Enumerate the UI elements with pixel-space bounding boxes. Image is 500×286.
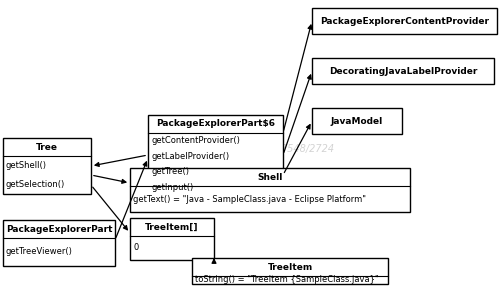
Text: getText() = "Java - SampleClass.java - Eclipse Platform": getText() = "Java - SampleClass.java - E…	[133, 194, 366, 204]
Bar	[312, 108, 402, 134]
Bar	[312, 8, 497, 34]
Bar	[3, 220, 115, 266]
Text: Tree: Tree	[36, 142, 58, 152]
Text: getTreeViewer(): getTreeViewer()	[6, 247, 73, 257]
Bar	[192, 258, 388, 284]
Text: TreeItem[]: TreeItem[]	[145, 223, 199, 231]
Text: getLabelProvider(): getLabelProvider()	[151, 152, 229, 161]
Text: getTree(): getTree()	[151, 167, 189, 176]
Text: getInput(): getInput()	[151, 183, 193, 192]
Bar	[130, 218, 214, 260]
Text: PackageExplorerPart$6: PackageExplorerPart$6	[156, 120, 275, 128]
Text: Safariboks Online #2767548/2724: Safariboks Online #2767548/2724	[166, 144, 334, 154]
Text: DecoratingJavaLabelProvider: DecoratingJavaLabelProvider	[329, 67, 477, 76]
Text: JavaModel: JavaModel	[331, 116, 383, 126]
Bar	[312, 58, 494, 84]
Text: Shell: Shell	[258, 172, 282, 182]
Text: getShell(): getShell()	[6, 161, 47, 170]
Bar	[3, 138, 91, 194]
Text: TreeItem: TreeItem	[268, 263, 312, 271]
Text: getContentProvider(): getContentProvider()	[151, 136, 240, 145]
Text: 0: 0	[133, 243, 138, 253]
Text: PackageExplorerContentProvider: PackageExplorerContentProvider	[320, 17, 489, 25]
Bar	[130, 168, 410, 212]
Text: PackageExplorerPart: PackageExplorerPart	[6, 225, 112, 233]
Bar	[148, 115, 283, 195]
Text: toString() = "TreeItem {SampleClass.java}": toString() = "TreeItem {SampleClass.java…	[195, 275, 379, 285]
Text: getSelection(): getSelection()	[6, 180, 65, 189]
